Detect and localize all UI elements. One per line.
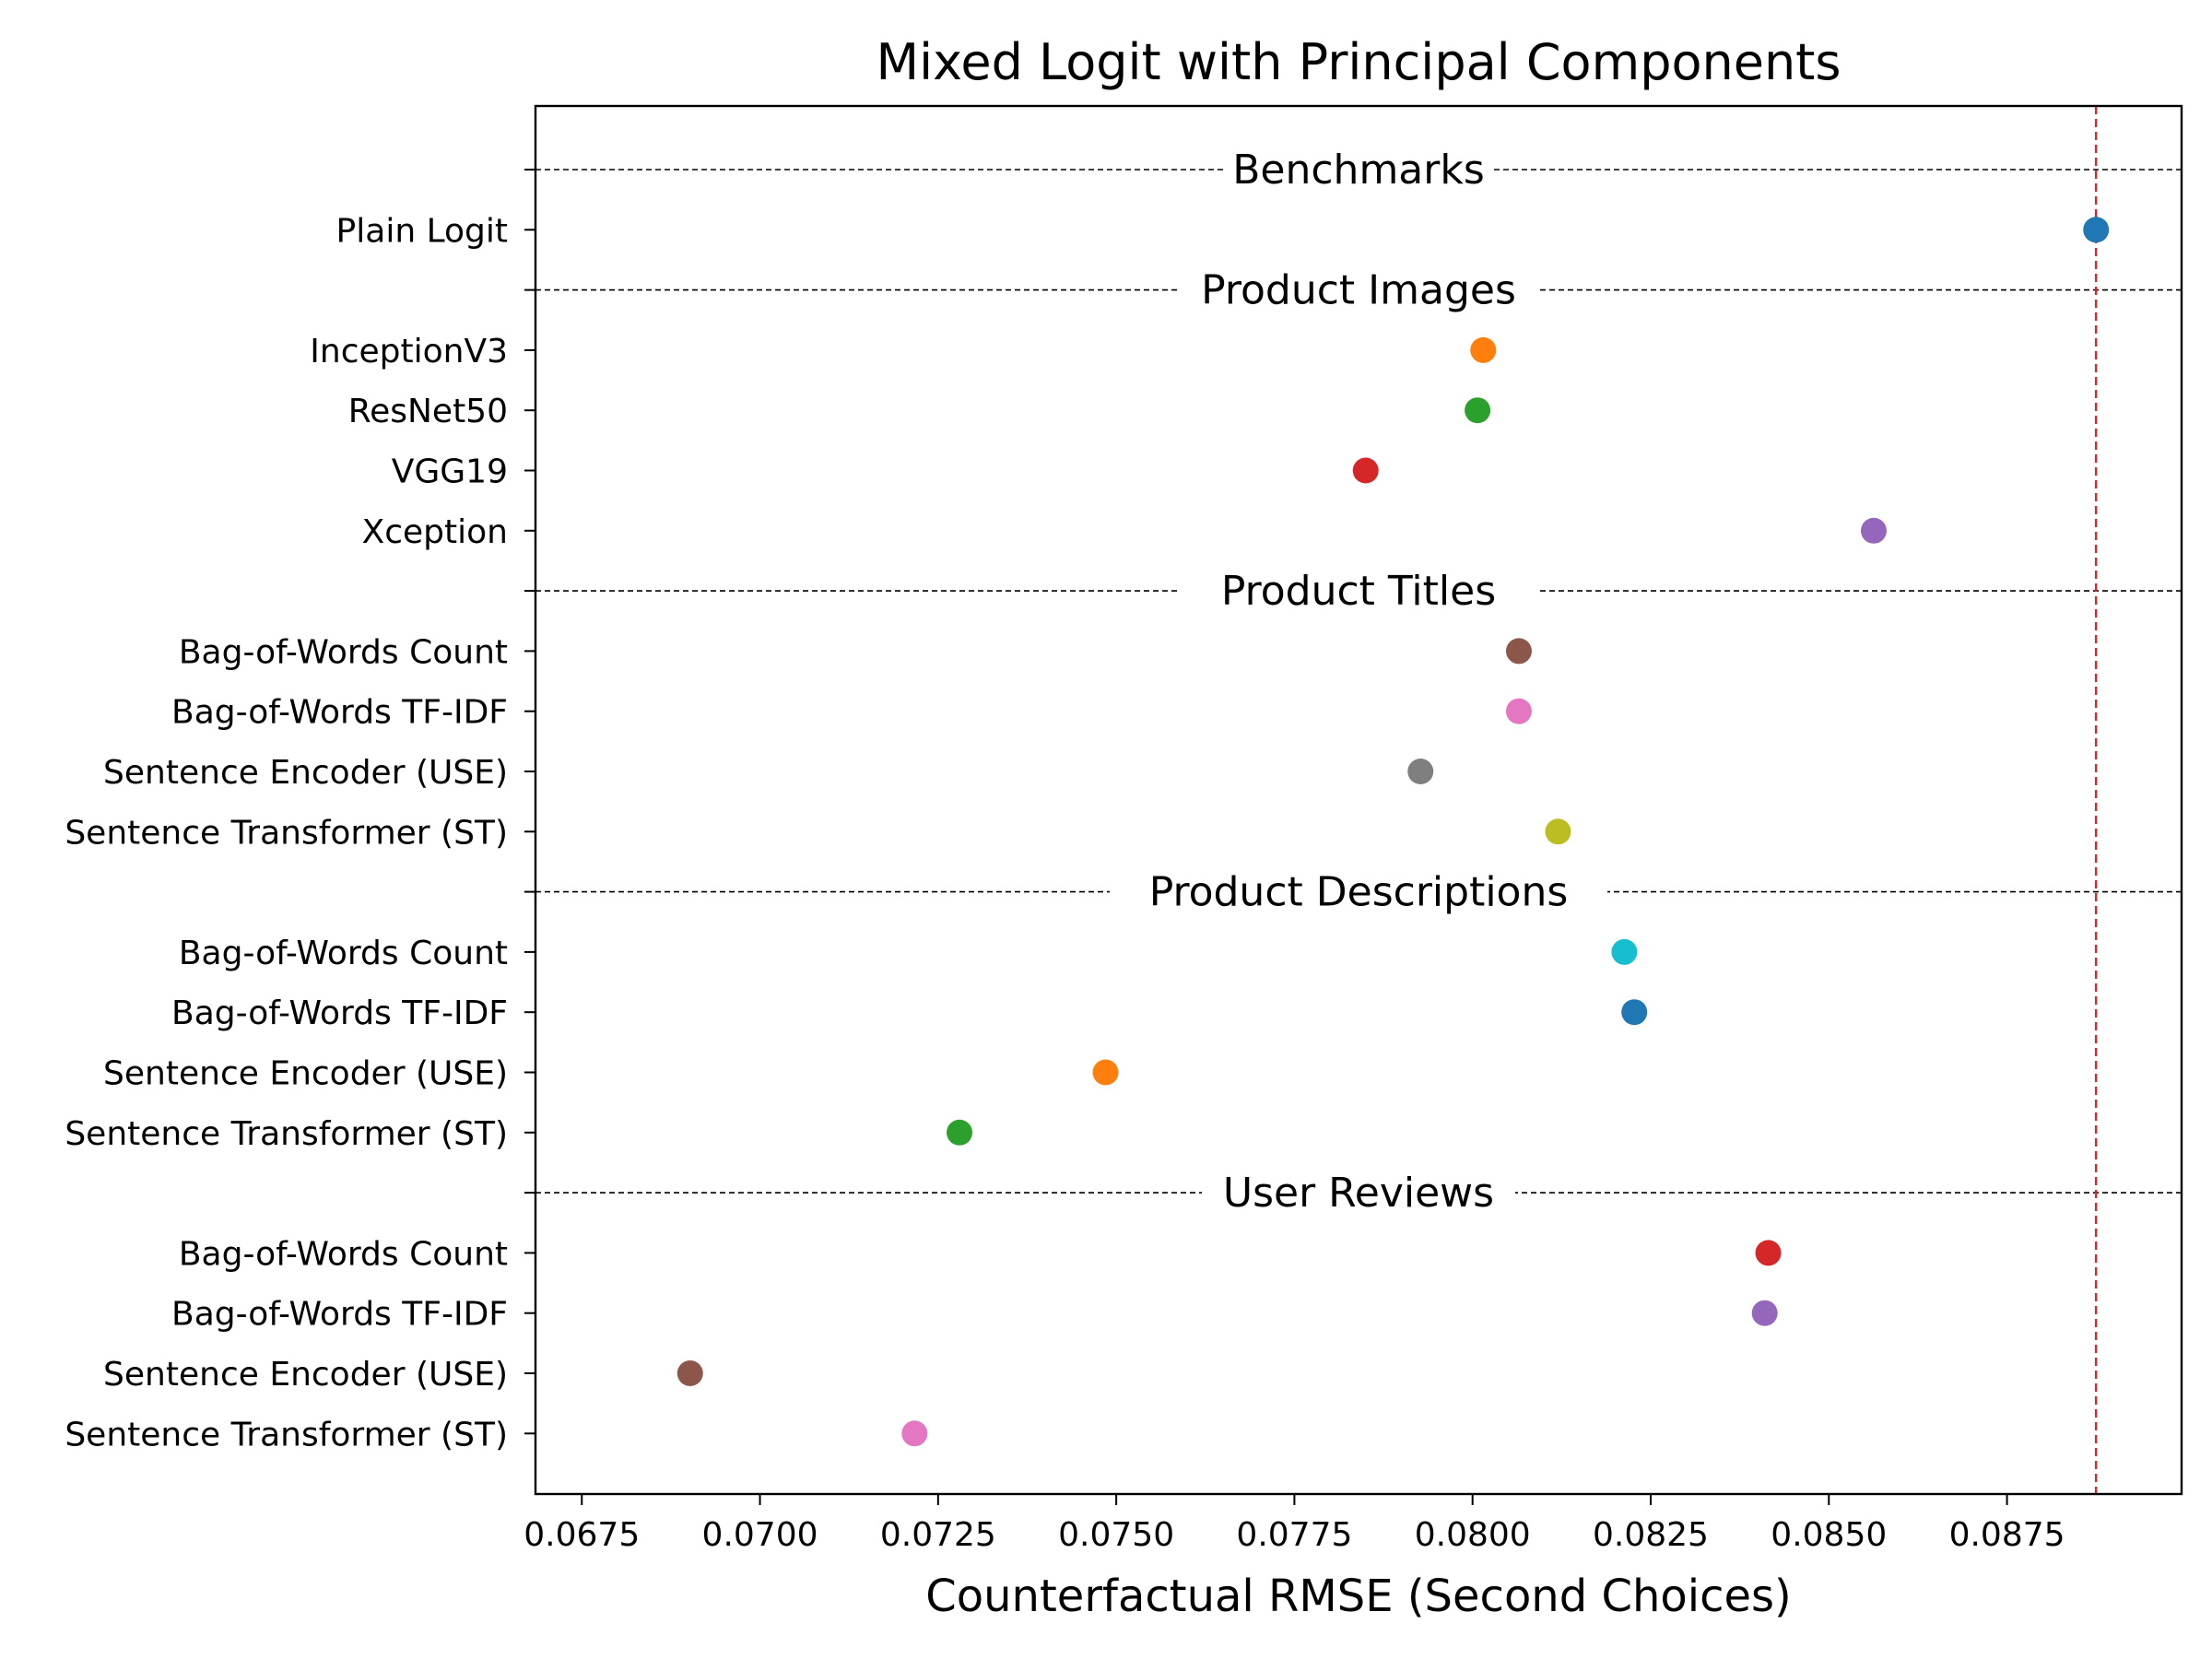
data-point	[1751, 1300, 1778, 1326]
x-tick-label: 0.0875	[1949, 1516, 2065, 1554]
section-label-background	[1179, 563, 1538, 619]
y-tick-label: Bag-of-Words Count	[179, 633, 508, 671]
x-axis-label: Counterfactual RMSE (Second Choices)	[925, 1571, 1792, 1622]
x-tick-label: 0.0825	[1593, 1516, 1709, 1554]
data-point	[1611, 938, 1638, 965]
y-tick-label: VGG19	[392, 453, 508, 491]
section-label-background	[1202, 1165, 1515, 1221]
x-tick-label: 0.0750	[1058, 1516, 1174, 1554]
data-point	[1092, 1059, 1119, 1086]
data-point	[1352, 457, 1379, 484]
section-label-1: Product Images	[1201, 267, 1516, 314]
y-tick-label: Bag-of-Words TF-IDF	[171, 1296, 508, 1334]
y-tick-label: Xception	[362, 513, 508, 551]
x-tick-label: 0.0850	[1771, 1516, 1887, 1554]
y-tick-label: Bag-of-Words TF-IDF	[171, 994, 508, 1032]
y-tick-label: Sentence Transformer (ST)	[65, 1115, 508, 1153]
section-label-background	[1179, 262, 1538, 318]
data-point	[901, 1420, 928, 1447]
y-tick-label: Sentence Transformer (ST)	[65, 1416, 508, 1453]
section-label-background	[1110, 864, 1607, 920]
data-point	[1407, 759, 1434, 784]
data-point	[1545, 818, 1571, 845]
section-label-0: Benchmarks	[1232, 147, 1485, 194]
y-tick-label: Bag-of-Words Count	[179, 1235, 508, 1273]
plot-frame	[534, 104, 2183, 1496]
y-tick-label: Sentence Encoder (USE)	[103, 1055, 508, 1093]
x-tick-label: 0.0725	[880, 1516, 996, 1554]
section-label-background	[1225, 142, 1492, 197]
y-tick-label: Sentence Transformer (ST)	[65, 814, 508, 852]
y-tick-label: InceptionV3	[310, 333, 508, 371]
data-point	[947, 1119, 973, 1146]
x-tick-label: 0.0700	[702, 1516, 818, 1554]
data-point	[1621, 999, 1648, 1026]
chart-title: Mixed Logit with Principal Components	[877, 33, 1841, 91]
data-point	[1860, 517, 1887, 544]
data-point	[2083, 217, 2110, 243]
data-point	[1505, 698, 1532, 724]
y-tick-label: Sentence Encoder (USE)	[103, 1356, 508, 1394]
data-point	[677, 1360, 703, 1386]
data-point	[1470, 336, 1497, 363]
y-tick-label: Bag-of-Words Count	[179, 935, 508, 972]
data-point	[1505, 638, 1532, 665]
section-label-3: Product Descriptions	[1149, 869, 1569, 916]
data-point	[1755, 1240, 1782, 1266]
plot-area: Benchmarks Product Images Product Titles Pr…	[65, 104, 2183, 1554]
y-tick-label: Sentence Encoder (USE)	[103, 754, 508, 792]
section-label-2: Product Titles	[1221, 568, 1496, 615]
x-tick-label: 0.0800	[1415, 1516, 1531, 1554]
section-label-4: User Reviews	[1223, 1170, 1494, 1217]
y-tick-label: ResNet50	[348, 393, 508, 430]
y-tick-label: Plain Logit	[336, 212, 508, 250]
x-tick-label: 0.0675	[524, 1516, 640, 1554]
data-point	[1465, 397, 1491, 424]
x-tick-label: 0.0775	[1236, 1516, 1352, 1554]
y-tick-label: Bag-of-Words TF-IDF	[171, 694, 508, 732]
